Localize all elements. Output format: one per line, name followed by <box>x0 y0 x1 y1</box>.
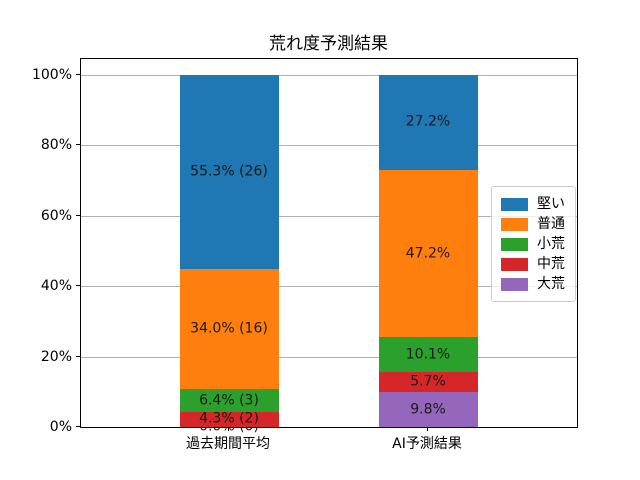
gridline-80 <box>81 145 577 146</box>
legend-swatch-大荒 <box>501 277 528 291</box>
legend-item-堅い: 堅い <box>501 194 565 214</box>
y-tick-label-80: 80% <box>40 137 72 153</box>
legend-label-中荒: 中荒 <box>537 256 565 272</box>
bar-segment-普通-0 <box>179 269 279 390</box>
bar-segment-小荒-1 <box>378 336 478 373</box>
legend-swatch-堅い <box>501 197 528 211</box>
bar-segment-普通-1 <box>378 170 478 337</box>
gridline-60 <box>81 215 577 217</box>
bar-ai-prediction-result: 9.8% 5.7% 10.1% 47.2% 27.2% <box>378 74 478 427</box>
legend-item-普通: 普通 <box>501 214 565 234</box>
legend-label-堅い: 堅い <box>537 196 565 212</box>
y-tick-label-40: 40% <box>40 278 72 294</box>
y-tick-label-20: 20% <box>40 348 72 365</box>
bar-segment-中荒-1 <box>378 372 478 393</box>
legend-label-小荒: 小荒 <box>537 236 565 252</box>
legend-label-普通: 普通 <box>537 216 565 232</box>
y-tick-mark-60 <box>76 214 80 216</box>
bar-segment-label-小荒-0: 6.4% (3) <box>199 392 259 409</box>
bar-segment-label-堅い-0: 55.3% (26) <box>190 163 268 180</box>
y-tick-mark-80 <box>76 144 80 145</box>
gridline-20 <box>81 356 577 358</box>
y-tick-mark-100 <box>76 73 80 75</box>
bar-segment-label-普通-1: 47.2% <box>405 245 451 262</box>
x-tick-label-1: AI予測結果 <box>392 436 462 452</box>
bar-segment-label-堅い-1: 27.2% <box>405 113 451 130</box>
y-tick-mark-40 <box>76 285 80 286</box>
bar-segment-大荒-1 <box>378 392 478 427</box>
bar-segment-小荒-0 <box>179 389 279 412</box>
x-tick-label-0: 過去期間平均 <box>186 436 270 452</box>
y-tick-label-100: 100% <box>31 66 72 83</box>
legend-swatch-中荒 <box>501 257 528 271</box>
bar-segment-堅い-0 <box>179 74 279 270</box>
bar-segment-label-中荒-0: 4.3% (2) <box>199 410 259 427</box>
y-tick-mark-0 <box>76 426 80 427</box>
bar-segment-中荒-0 <box>179 411 279 427</box>
gridline-40 <box>81 286 577 287</box>
y-tick-label-0: 0% <box>49 419 72 435</box>
bar-segment-label-大荒-1: 9.8% <box>410 401 446 418</box>
legend-item-大荒: 大荒 <box>501 274 565 294</box>
y-tick-mark-20 <box>76 355 80 357</box>
chart-title: 荒れ度予測結果 <box>269 34 388 54</box>
legend-swatch-普通 <box>501 217 528 231</box>
bar-segment-堅い-1 <box>378 74 478 171</box>
bar-segment-label-中荒-1: 5.7% <box>410 373 446 390</box>
legend-item-小荒: 小荒 <box>501 234 565 254</box>
y-tick-label-60: 60% <box>40 207 72 224</box>
x-tick-mark-1 <box>427 427 428 431</box>
legend-item-中荒: 中荒 <box>501 254 565 274</box>
gridline-100 <box>81 74 577 76</box>
legend: 堅い普通小荒中荒大荒 <box>491 186 576 302</box>
bar-segment-label-小荒-1: 10.1% <box>405 346 451 363</box>
bar-segment-label-普通-0: 34.0% (16) <box>190 320 268 337</box>
legend-label-大荒: 大荒 <box>537 276 565 292</box>
x-tick-mark-0 <box>228 427 229 431</box>
legend-swatch-小荒 <box>501 237 528 251</box>
bar-past-period-average: 0.0% (0)4.3% (2)6.4% (3)34.0% (16)55.3% … <box>179 74 279 435</box>
